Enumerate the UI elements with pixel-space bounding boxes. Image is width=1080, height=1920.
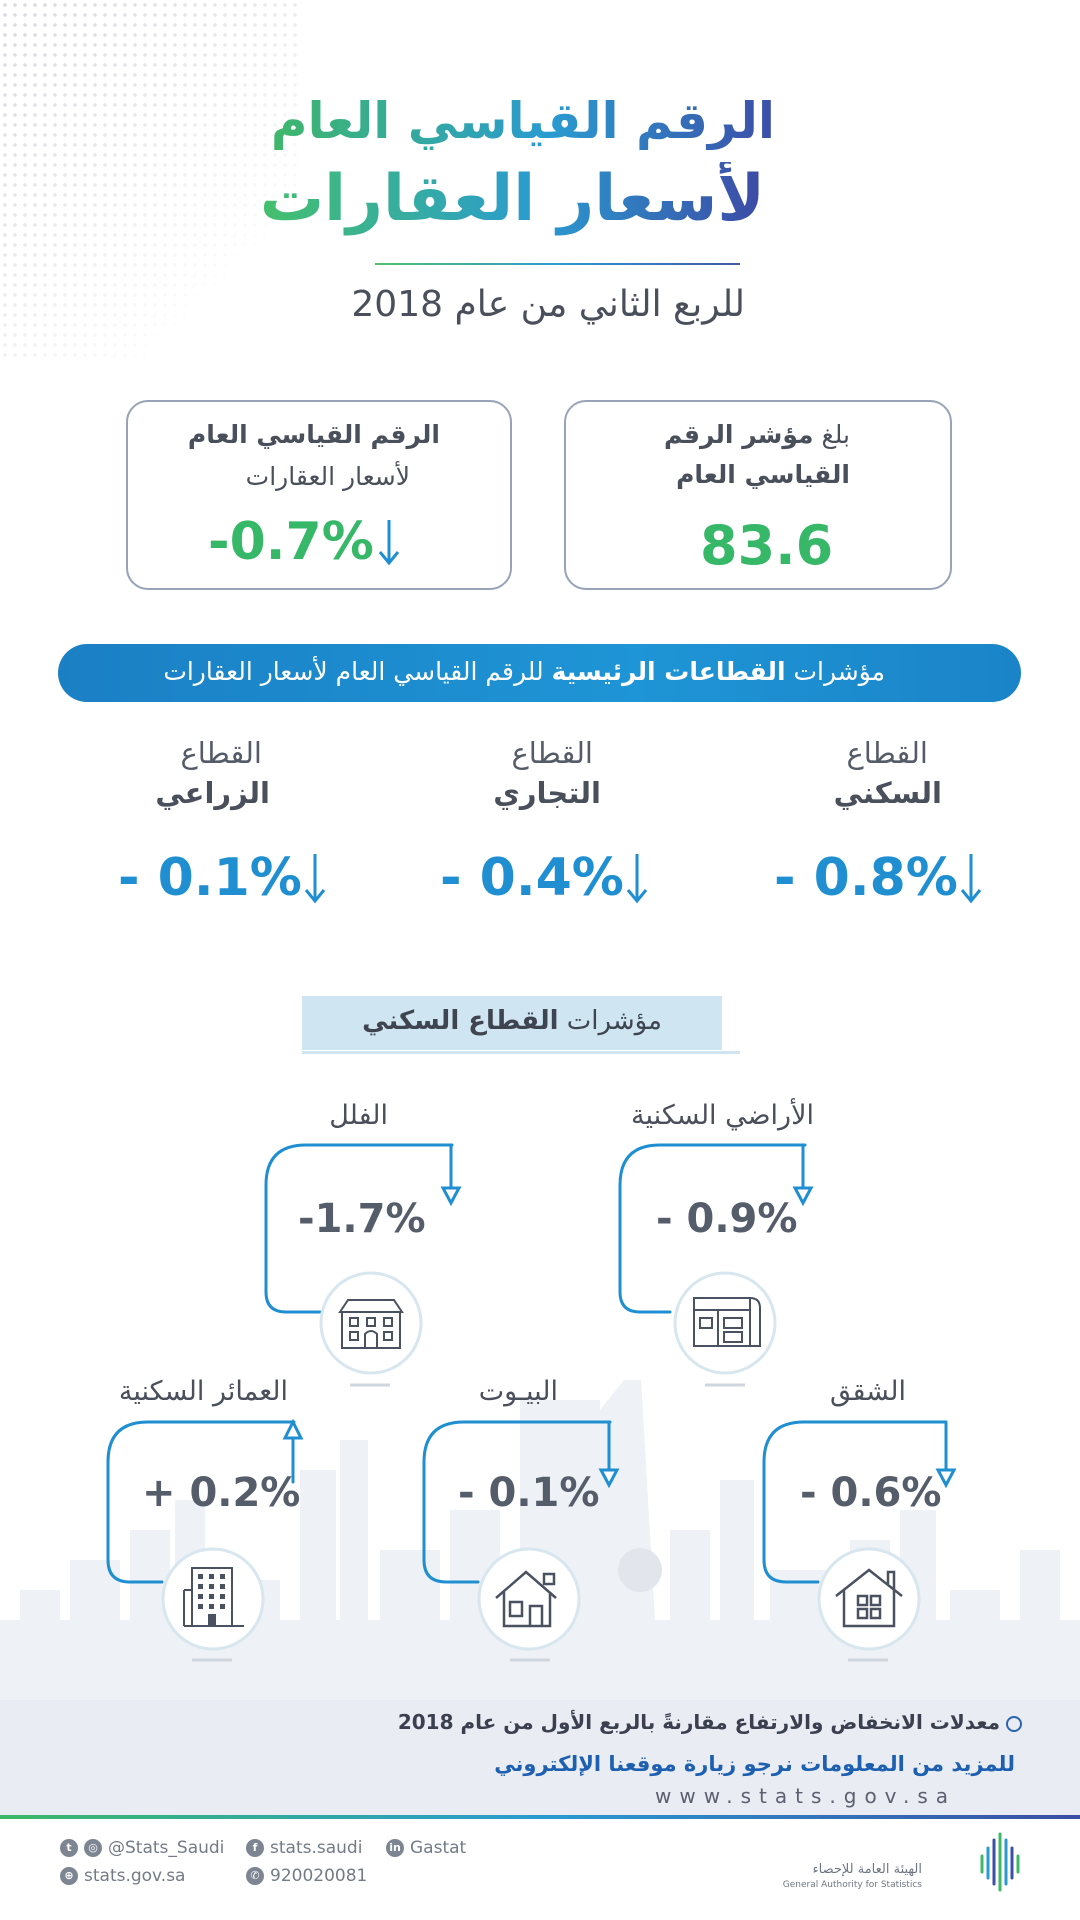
social-twitter-instagram[interactable]: t ◎ @Stats_Saudi	[60, 1838, 224, 1858]
linkedin-icon: in	[386, 1839, 404, 1857]
linkedin-handle: Gastat	[410, 1838, 467, 1858]
sector-commercial-value: - 0.4%	[440, 848, 624, 908]
social-facebook[interactable]: f stats.saudi	[246, 1838, 362, 1858]
residential-section-title: مؤشرات القطاع السكني	[362, 1006, 662, 1036]
subtitle: للربع الثاني من عام 2018	[351, 284, 745, 325]
title-divider	[375, 263, 740, 265]
comparison-note: معدلات الانخفاض والارتفاع مقارنةً بالربع…	[398, 1710, 1022, 1734]
social-linkedin[interactable]: in Gastat	[386, 1838, 466, 1858]
item-land-label: الأراضي السكنية	[631, 1100, 814, 1131]
instagram-icon: ◎	[84, 1839, 102, 1857]
villa-icon	[319, 1271, 423, 1375]
circle-bullet-icon	[1006, 1715, 1022, 1732]
sector-residential-value-row: - 0.8%	[774, 848, 984, 908]
residential-section-header: مؤشرات القطاع السكني	[302, 996, 722, 1050]
more-info-text: للمزيد من المعلومات نرجو زيارة موقعنا ال…	[494, 1752, 1015, 1776]
card-title: بلغ مؤشر الرقم	[664, 420, 850, 449]
website-handle: stats.gov.sa	[84, 1866, 186, 1886]
sector-commercial-label1: القطاع	[511, 736, 594, 770]
card-value-row: -0.7%	[208, 512, 402, 572]
general-index-value: 83.6	[700, 514, 834, 577]
card-subtitle: لأسعار العقارات	[245, 462, 410, 491]
general-index-value-card: بلغ مؤشر الرقم القياسي العام 83.6	[564, 400, 952, 590]
sector-agricultural-label2: الزراعي	[155, 776, 270, 810]
logo-text-english: General Authority for Statistics	[782, 1880, 922, 1890]
logo-text-arabic: الهيئة العامة للإحصاء	[812, 1862, 922, 1877]
residential-item-frames	[106, 1143, 957, 1662]
item-buildings-value: + 0.2%	[142, 1470, 301, 1516]
sector-agricultural-value-row: - 0.1%	[118, 848, 328, 908]
arrow-down-icon	[304, 854, 326, 904]
social-website[interactable]: ⊕ stats.gov.sa	[60, 1866, 185, 1886]
arrow-down-icon	[626, 854, 648, 904]
item-houses-value: - 0.1%	[458, 1470, 600, 1516]
sector-residential-label1: القطاع	[846, 736, 929, 770]
main-title-line1: الرقم القياسي العام	[270, 92, 775, 150]
website-link[interactable]: www.stats.gov.sa	[655, 1784, 956, 1808]
arrow-down-icon	[378, 520, 399, 566]
card-title: الرقم القياسي العام	[187, 420, 440, 449]
card-subtitle: القياسي العام	[676, 460, 850, 489]
item-villas-value: -1.7%	[298, 1196, 426, 1242]
social-phone[interactable]: ✆ 920020081	[246, 1866, 367, 1886]
item-apartments-value: - 0.6%	[800, 1470, 942, 1516]
facebook-handle: stats.saudi	[270, 1838, 363, 1858]
banner-text: مؤشرات القطاعات الرئيسية للرقم القياسي ا…	[163, 657, 885, 686]
item-land-value: - 0.9%	[656, 1196, 798, 1242]
general-index-change-value: -0.7%	[208, 512, 374, 572]
main-sectors-banner: مؤشرات القطاعات الرئيسية للرقم القياسي ا…	[58, 644, 1021, 702]
arrow-down-icon	[960, 854, 982, 904]
sector-residential-value: - 0.8%	[774, 848, 958, 908]
apartment-icon	[817, 1547, 921, 1651]
item-houses-label: البيـوت	[478, 1376, 558, 1407]
dot-pattern	[0, 0, 300, 360]
facebook-icon: f	[246, 1839, 264, 1857]
sector-agricultural-value: - 0.1%	[118, 848, 302, 908]
house-icon	[477, 1547, 581, 1651]
phone-icon: ✆	[246, 1867, 264, 1885]
footer-band	[0, 1700, 1080, 1816]
sector-agricultural-label1: القطاع	[180, 736, 263, 770]
sector-commercial-value-row: - 0.4%	[440, 848, 650, 908]
globe-icon: ⊕	[60, 1867, 78, 1885]
item-villas-label: الفلل	[329, 1100, 388, 1131]
social-handle: @Stats_Saudi	[108, 1838, 225, 1858]
gastat-logo-icon	[980, 1832, 1020, 1892]
item-apartments-label: الشقق	[830, 1376, 906, 1407]
land-plan-icon	[673, 1271, 777, 1375]
residential-header-underline	[302, 1051, 740, 1054]
phone-number: 920020081	[270, 1866, 368, 1886]
building-icon	[161, 1547, 265, 1651]
item-buildings-label: العمائر السكنية	[118, 1376, 288, 1407]
main-title-line2: لأسعار العقارات	[259, 162, 765, 236]
general-index-change-card: الرقم القياسي العام لأسعار العقارات -0.7…	[126, 400, 512, 590]
footer-divider	[0, 1815, 1080, 1819]
sector-residential-label2: السكني	[833, 776, 942, 810]
sector-commercial-label2: التجاري	[493, 776, 601, 810]
twitter-icon: t	[60, 1839, 78, 1857]
